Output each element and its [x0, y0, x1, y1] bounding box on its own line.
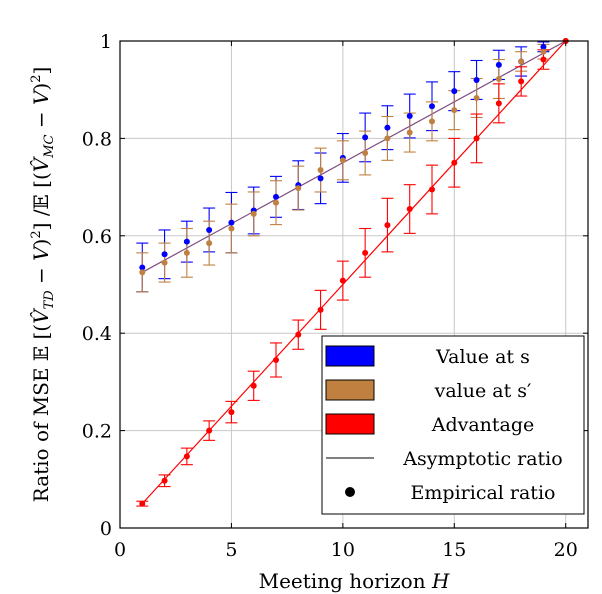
- data-point: [518, 78, 525, 85]
- legend-entry: Advantage: [431, 414, 535, 436]
- data-point: [540, 56, 547, 63]
- data-point: [161, 259, 168, 266]
- legend-swatch: [325, 345, 375, 367]
- y-axis-label: Ratio of MSE 𝔼 [(V̂TD − V)2] /𝔼 [(V̂MC −…: [29, 67, 57, 503]
- data-point: [451, 107, 458, 114]
- data-point: [429, 118, 435, 125]
- data-point: [473, 76, 480, 83]
- data-point: [362, 134, 369, 141]
- plot-frame: [119, 40, 589, 529]
- data-point: [384, 135, 391, 142]
- data-point: [473, 94, 480, 101]
- data-point: [495, 61, 502, 68]
- data-point: [273, 199, 279, 206]
- x-axis-label: Meeting horizon H: [259, 569, 450, 593]
- data-point: [317, 175, 324, 182]
- data-point: [139, 264, 146, 271]
- y-tick-label: 1: [100, 31, 112, 53]
- data-point: [295, 185, 302, 192]
- y-tick-label: 0.8: [82, 128, 112, 150]
- data-point: [228, 225, 235, 232]
- data-point: [339, 157, 346, 164]
- data-point: [228, 219, 235, 226]
- data-point: [228, 409, 235, 416]
- data-point: [406, 206, 413, 213]
- y-tick-label: 0: [100, 518, 112, 540]
- legend-entry: Value at s: [435, 346, 530, 368]
- data-point: [540, 48, 547, 55]
- data-point: [451, 88, 458, 95]
- x-tick-label: 0: [114, 539, 126, 561]
- data-point: [540, 43, 547, 50]
- asymptotic-ratio-line: [141, 40, 567, 273]
- data-point: [495, 75, 502, 82]
- x-tick-label: 20: [554, 539, 578, 561]
- data-point: [406, 129, 413, 136]
- y-tick-label: 0.2: [82, 421, 112, 443]
- data-point: [273, 193, 279, 200]
- y-tick-label: 0.6: [82, 226, 112, 248]
- data-point: [206, 427, 213, 434]
- data-point: [161, 477, 168, 484]
- data-point: [495, 100, 502, 107]
- asymptotic-ratio-line: [141, 40, 567, 505]
- data-points: [139, 38, 569, 507]
- legend-dot-swatch: [345, 487, 355, 497]
- data-point: [518, 58, 525, 65]
- data-point: [473, 135, 480, 142]
- data-point: [250, 210, 257, 217]
- x-tick-label: 5: [225, 539, 237, 561]
- legend-entry: Asymptotic ratio: [402, 448, 562, 470]
- data-point: [406, 112, 413, 119]
- data-point: [295, 331, 302, 338]
- data-point: [362, 249, 369, 256]
- data-point: [317, 306, 324, 313]
- data-point: [183, 453, 190, 460]
- data-point: [273, 356, 279, 363]
- data-point: [206, 240, 213, 247]
- data-point: [339, 277, 346, 284]
- data-point: [384, 124, 391, 131]
- legend-swatch: [325, 379, 375, 401]
- data-point: [183, 238, 190, 245]
- x-tick-label: 10: [331, 539, 355, 561]
- data-point: [429, 186, 435, 193]
- x-tick-label: 15: [442, 539, 466, 561]
- y-tick-label: 0.4: [82, 323, 112, 345]
- data-point: [161, 251, 168, 258]
- legend-entry: Empirical ratio: [411, 482, 556, 504]
- legend-entry: value at s′: [434, 380, 532, 402]
- data-point: [183, 249, 190, 256]
- data-point: [362, 150, 369, 157]
- data-point: [384, 222, 391, 229]
- data-point: [206, 226, 213, 233]
- data-point: [451, 159, 458, 166]
- data-point: [250, 382, 257, 389]
- data-point: [429, 103, 435, 110]
- y-tick-labels: 0 0.2 0.4 0.6 0.8 1: [82, 31, 588, 540]
- legend-swatch: [325, 413, 375, 435]
- data-point: [317, 167, 324, 174]
- data-point: [139, 500, 146, 507]
- x-tick-labels: 0 5 10 15 20: [114, 41, 578, 561]
- legend: Value at s value at s′ Advantage Asymptotic…: [321, 335, 585, 515]
- data-point: [139, 269, 146, 276]
